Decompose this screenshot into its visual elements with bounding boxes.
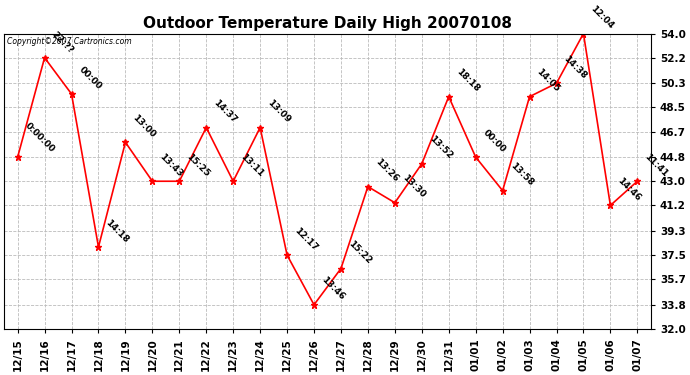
Text: 13:30: 13:30: [400, 173, 427, 200]
Text: 13:46: 13:46: [319, 275, 346, 302]
Text: 12:04: 12:04: [589, 4, 615, 31]
Text: 13:43: 13:43: [158, 152, 185, 178]
Text: 13:09: 13:09: [266, 98, 293, 125]
Text: Copyright©2007 Cartronics.com: Copyright©2007 Cartronics.com: [8, 36, 132, 45]
Text: 13:11: 13:11: [239, 152, 266, 178]
Text: 15:25: 15:25: [185, 152, 211, 178]
Text: 00:00: 00:00: [481, 128, 507, 154]
Text: 14:46: 14:46: [616, 176, 642, 203]
Text: 15:22: 15:22: [346, 239, 373, 266]
Title: Outdoor Temperature Daily High 20070108: Outdoor Temperature Daily High 20070108: [143, 16, 512, 31]
Text: 14:05: 14:05: [535, 67, 562, 94]
Text: 14:38: 14:38: [562, 54, 589, 81]
Text: 13:26: 13:26: [373, 157, 400, 184]
Text: 13:00: 13:00: [131, 113, 157, 140]
Text: 11:41: 11:41: [643, 152, 669, 178]
Text: 13:52: 13:52: [427, 134, 454, 161]
Text: 14:37: 14:37: [212, 98, 239, 125]
Text: 00:00: 00:00: [77, 65, 104, 91]
Text: 14:18: 14:18: [104, 217, 130, 244]
Text: 12:17: 12:17: [293, 226, 319, 252]
Text: 22:??: 22:??: [50, 30, 75, 55]
Text: 13:58: 13:58: [508, 161, 535, 188]
Text: 0:00:00: 0:00:00: [23, 121, 57, 154]
Text: 18:18: 18:18: [454, 67, 481, 94]
